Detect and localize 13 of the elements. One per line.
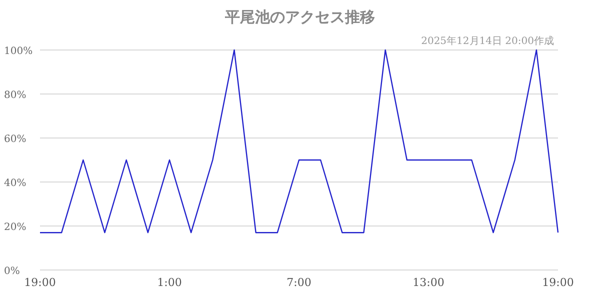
y-tick-label: 20% [4,222,26,233]
x-tick-label: 19:00 [24,276,56,289]
chart-title: 平尾池のアクセス推移 [224,8,375,26]
x-tick-label: 7:00 [286,276,312,289]
y-tick-label: 0% [4,266,20,277]
x-tick-label: 1:00 [157,276,182,289]
y-tick-label: 80% [4,90,26,101]
y-tick-label: 40% [4,178,26,189]
x-tick-label: 19:00 [542,276,574,289]
text: 2025年12月14日 20:00作成 [421,35,554,47]
x-tick-label: 13:00 [412,276,444,289]
y-tick-label: 100% [4,46,33,57]
y-tick-label: 60% [4,134,26,145]
